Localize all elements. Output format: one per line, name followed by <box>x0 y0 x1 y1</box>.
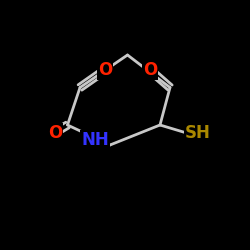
Text: NH: NH <box>81 131 109 149</box>
Text: O: O <box>48 124 62 142</box>
Text: O: O <box>143 61 157 79</box>
Text: SH: SH <box>185 124 211 142</box>
Text: O: O <box>98 61 112 79</box>
